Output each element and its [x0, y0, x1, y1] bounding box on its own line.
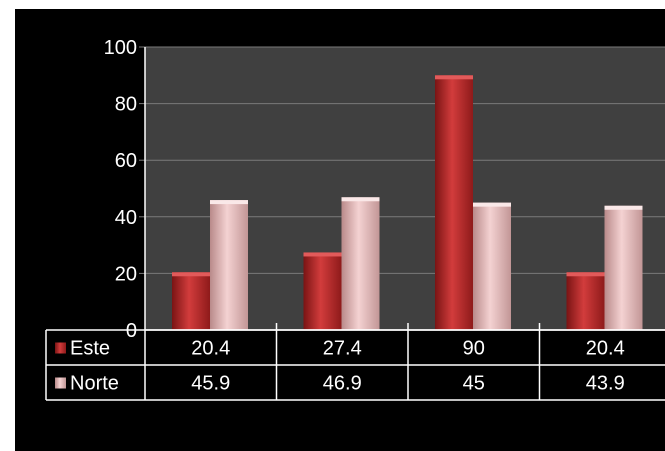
bar-este-3 — [435, 75, 473, 330]
table-cell-value: 45.9 — [191, 373, 230, 395]
bar-top-highlight — [566, 272, 605, 277]
table-cell-value: 46.9 — [323, 373, 362, 395]
table-cell-value: 45 — [463, 373, 485, 395]
y-tick-label: 0 — [126, 320, 137, 342]
table-cell-value: 27.4 — [323, 338, 362, 360]
bar-norte-3 — [473, 202, 511, 330]
bar-top-highlight — [172, 272, 210, 277]
bar-este-4 — [566, 272, 605, 330]
table-cell-value: 20.4 — [191, 338, 230, 360]
legend-label-este: Este — [70, 338, 110, 360]
y-tick-label: 40 — [115, 207, 137, 229]
bar-top-highlight — [210, 200, 248, 205]
y-tick-label: 60 — [115, 150, 137, 172]
bar-top-highlight — [604, 205, 643, 210]
bar-norte-4 — [604, 205, 643, 330]
data-table: Este 20.4 27.4 90 20.4 Norte 45.9 46.9 45 43.9 — [45, 47, 665, 401]
bar-norte-1 — [210, 200, 248, 330]
legend-label-norte: Norte — [70, 373, 119, 395]
legend-key-este — [55, 342, 66, 354]
y-tick-label: 80 — [115, 94, 137, 116]
bar-top-highlight — [303, 252, 342, 257]
bars — [172, 75, 643, 330]
bar-top-highlight — [473, 202, 511, 207]
y-axis-ticks: 0 20 40 60 80 100 — [104, 37, 146, 342]
table-cell-value: 20.4 — [586, 338, 625, 360]
y-tick-label: 20 — [115, 263, 137, 285]
bar-norte-2 — [341, 197, 380, 330]
bar-este-1 — [172, 272, 210, 330]
table-cell-value: 90 — [463, 338, 485, 360]
bar-top-highlight — [435, 75, 473, 80]
legend-key-norte — [55, 377, 66, 389]
table-cell-value: 43.9 — [586, 373, 625, 395]
bar-este-2 — [303, 252, 342, 330]
bar-top-highlight — [341, 197, 380, 202]
y-tick-label: 100 — [104, 37, 137, 59]
